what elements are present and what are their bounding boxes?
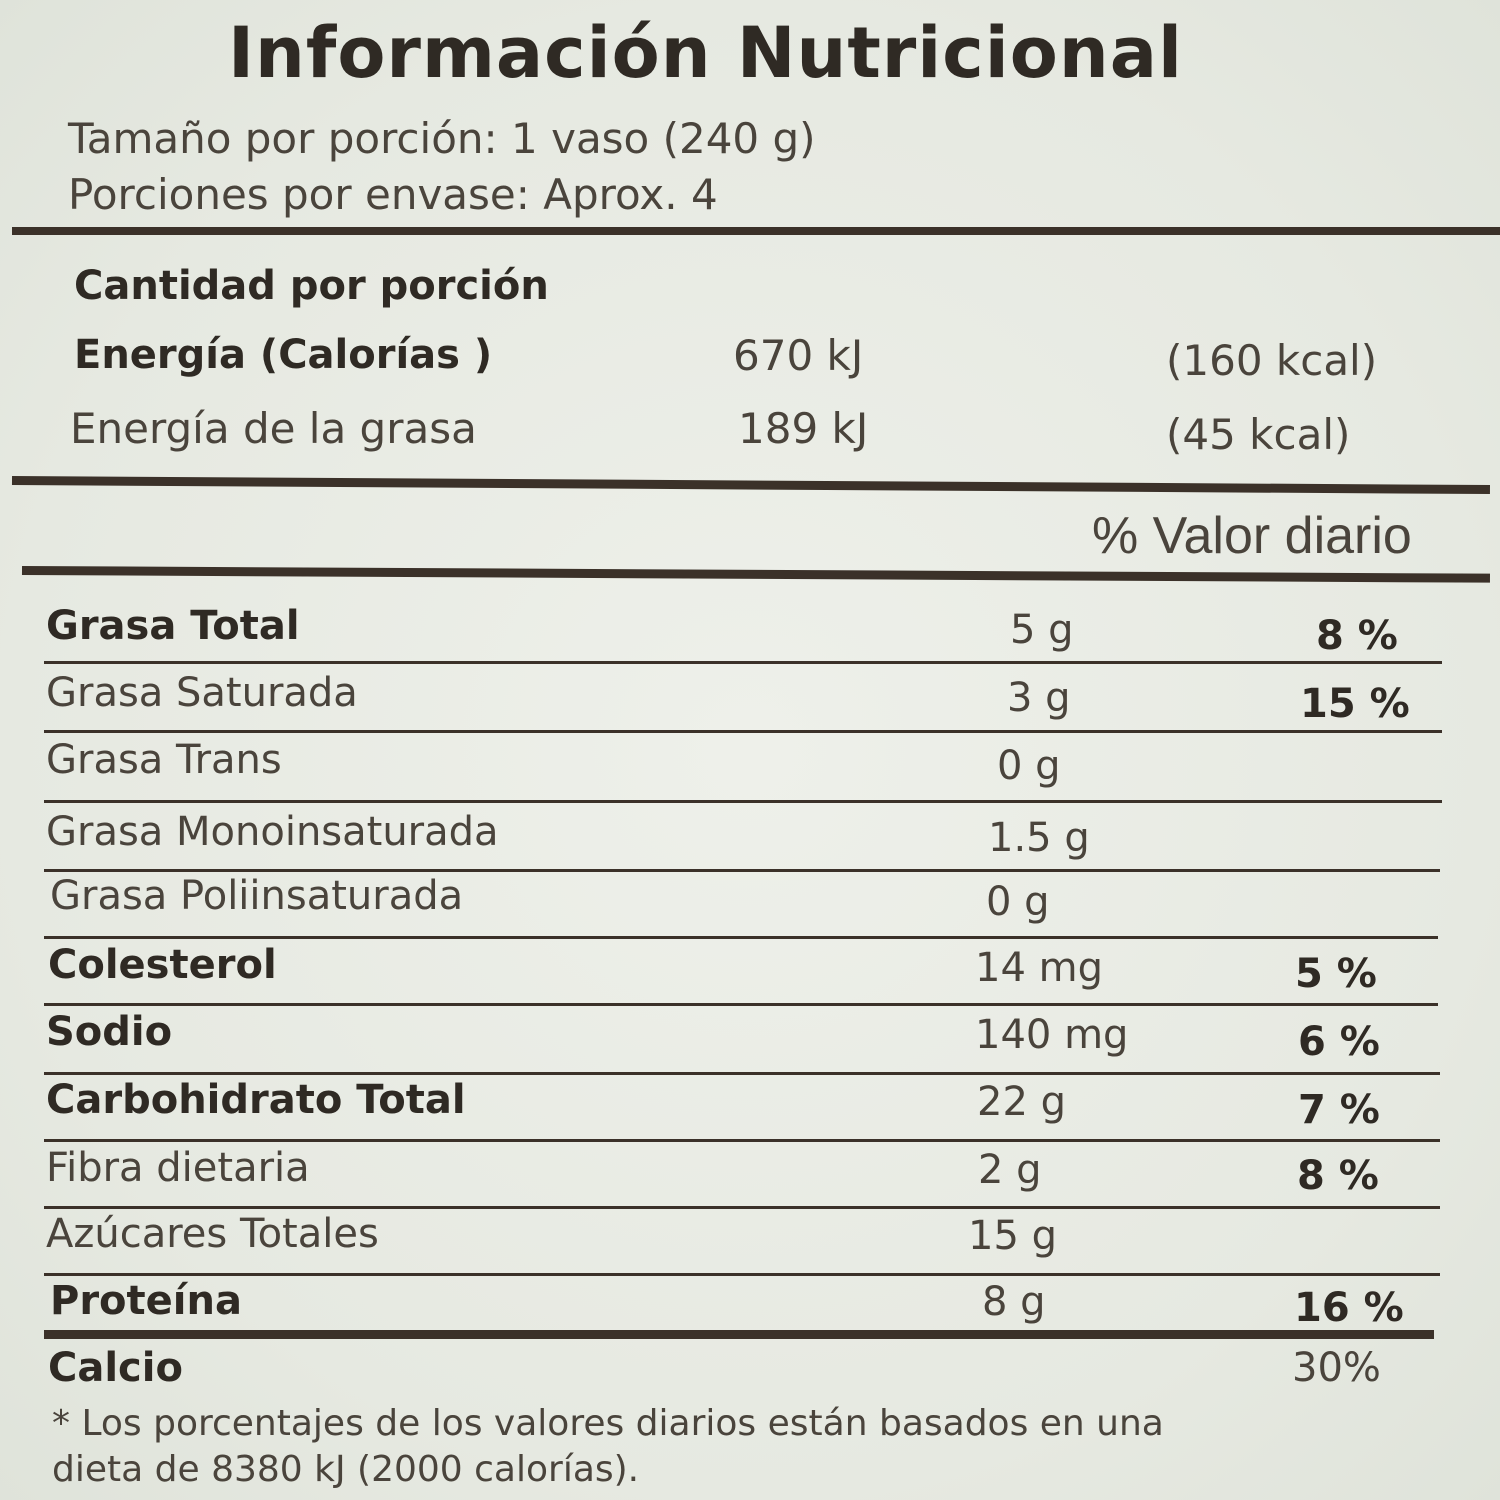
nutrient-daily-value: 6 %	[1298, 1019, 1380, 1065]
nutrient-daily-value: 16 %	[1294, 1285, 1404, 1331]
nutrient-amount: 15 g	[968, 1213, 1058, 1259]
nutrient-amount: 140 mg	[975, 1012, 1129, 1058]
nutrient-name: Grasa Monoinsaturada	[46, 809, 499, 855]
nutrient-name: Grasa Poliinsaturada	[50, 873, 464, 919]
fat-energy-kj: 189 kJ	[738, 404, 869, 453]
daily-value-header: % Valor diario	[1092, 507, 1412, 565]
nutrient-amount: 0 g	[986, 879, 1050, 925]
row-divider	[44, 1139, 1440, 1142]
nutrient-amount: 0 g	[997, 743, 1061, 789]
row-divider	[44, 936, 1438, 939]
nutrient-daily-value: 8 %	[1297, 1153, 1379, 1199]
row-divider	[44, 800, 1442, 803]
nutrient-name: Fibra dietaria	[46, 1145, 310, 1191]
energy-label: Energía (Calorías )	[74, 332, 493, 378]
footnote-line-2: dieta de 8380 kJ (2000 calorías).	[52, 1449, 640, 1490]
row-divider	[44, 730, 1442, 733]
row-divider	[44, 1003, 1438, 1006]
nutrient-daily-value: 7 %	[1298, 1087, 1380, 1133]
nutrient-daily-value: 8 %	[1316, 613, 1398, 659]
nutrient-amount: 8 g	[982, 1279, 1046, 1325]
fat-energy-label: Energía de la grasa	[70, 404, 477, 453]
row-divider	[44, 1206, 1440, 1209]
nutrient-amount: 5 g	[1010, 607, 1074, 653]
nutrient-amount: 3 g	[1007, 675, 1071, 721]
amount-per-serving: Cantidad por porción	[74, 263, 549, 309]
label-title: Información Nutricional	[228, 12, 1183, 94]
row-divider	[44, 869, 1440, 872]
nutrient-name: Grasa Saturada	[46, 670, 358, 716]
nutrient-name: Grasa Trans	[46, 737, 282, 783]
serving-size: Tamaño por porción: 1 vaso (240 g)	[68, 114, 816, 163]
nutrient-daily-value: 5 %	[1295, 951, 1377, 997]
servings-per-container: Porciones por envase: Aprox. 4	[68, 170, 718, 219]
nutrient-amount: 1.5 g	[988, 815, 1090, 861]
nutrient-daily-value: 15 %	[1300, 681, 1410, 727]
energy-kcal: (160 kcal)	[1166, 336, 1378, 385]
nutrient-name: Grasa Total	[46, 603, 300, 649]
divider-thick	[11, 476, 1490, 495]
divider-thick	[21, 566, 1491, 583]
nutrient-amount: 22 g	[977, 1079, 1067, 1125]
nutrient-name: Sodio	[46, 1009, 173, 1055]
energy-kj: 670 kJ	[733, 331, 864, 380]
row-divider	[44, 1072, 1440, 1075]
nutrient-amount: 2 g	[978, 1147, 1042, 1193]
footnote-line-1: * Los porcentajes de los valores diarios…	[52, 1403, 1164, 1444]
nutrient-daily-value: 30%	[1292, 1345, 1381, 1391]
row-divider	[44, 1273, 1440, 1276]
divider-thick	[12, 227, 1500, 235]
nutrient-name: Colesterol	[48, 942, 277, 988]
nutrient-name: Carbohidrato Total	[46, 1077, 466, 1123]
divider-thick	[44, 1330, 1434, 1339]
nutrient-name: Azúcares Totales	[46, 1211, 379, 1257]
nutrient-name: Proteína	[50, 1278, 242, 1324]
row-divider	[44, 661, 1442, 664]
fat-energy-kcal: (45 kcal)	[1166, 410, 1351, 459]
nutrient-name: Calcio	[48, 1345, 183, 1391]
nutrient-amount: 14 mg	[975, 945, 1103, 991]
